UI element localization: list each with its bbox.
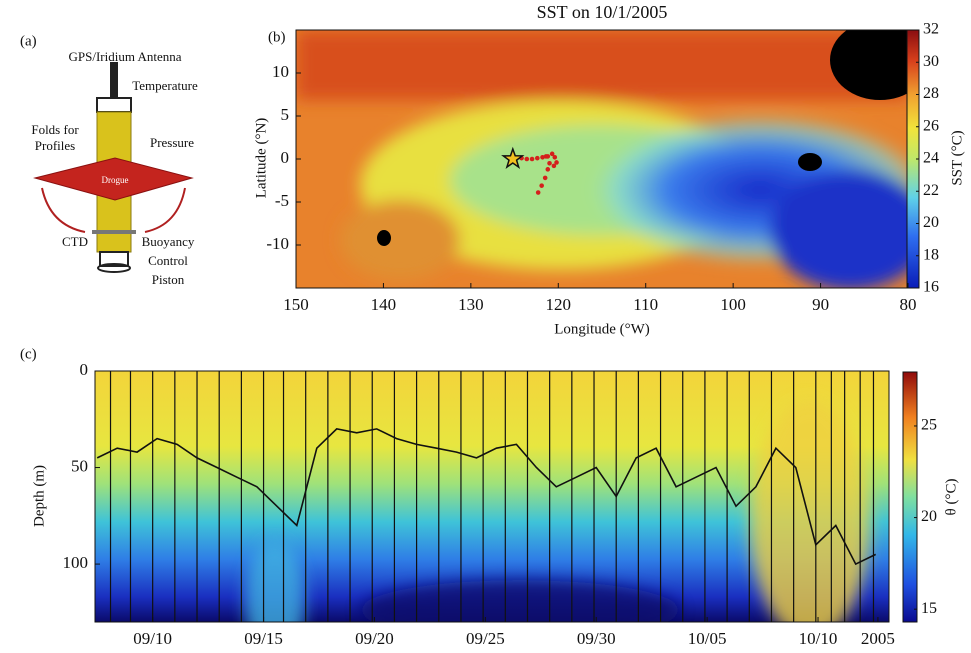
track-point: [551, 163, 557, 169]
y-tick-label: 5: [281, 105, 290, 124]
x-tick-label: 80: [900, 295, 917, 314]
label: GPS/Iridium Antenna: [68, 49, 181, 64]
panel-label: (a): [20, 33, 37, 49]
x-axis-label: Longitude (°W): [554, 321, 650, 337]
cage: [96, 97, 132, 113]
x-tick-label: 09/25: [466, 629, 505, 648]
label: Piston: [152, 272, 185, 287]
y-tick-label: 0: [80, 360, 89, 379]
colorbar-tick-label: 20: [921, 508, 937, 525]
axes: 09/10 09/15 09/20 09/25 09/30 10/05 10/10 20050…: [63, 360, 938, 648]
x-tick-label: 100: [720, 295, 746, 314]
sst-field: [296, 30, 908, 288]
axes: 150 140 130 120 110 100 90 80 -10 -5 0 5 10 16 18 20 22 2…: [266, 21, 939, 314]
colorbar-tick-label: 15: [921, 600, 937, 617]
y-tick-label: 0: [281, 148, 290, 167]
mixed-layer-line: [96, 428, 877, 566]
colorbar-tick-label: 26: [923, 117, 939, 134]
x-tick-label: 09/30: [577, 629, 616, 648]
y-axis-label: Depth (m): [31, 465, 47, 527]
plot-frame: [94, 370, 890, 623]
drogue: [33, 157, 194, 201]
antenna: [110, 62, 118, 98]
chart-contour: (c) Depth (m) θ (°C) 09/10 09/15 09/20 09/25 09…: [20, 346, 959, 647]
colorbar-tick-label: 30: [923, 53, 939, 70]
colorbar-label: SST (°C): [949, 130, 965, 185]
panel-label: (b): [268, 29, 286, 45]
x-tick-label: 09/15: [244, 629, 283, 648]
y-tick-label: 100: [63, 553, 89, 572]
track-point: [552, 154, 558, 160]
arrow: [41, 187, 86, 233]
float-diagram: [33, 62, 194, 273]
track-point: [539, 183, 544, 188]
label: Temperature: [132, 78, 198, 93]
track-point: [547, 161, 552, 166]
temperature-field: [95, 371, 889, 622]
x-tick-label: 10/05: [688, 629, 727, 648]
collar: [92, 230, 136, 234]
panel-a-labels: (a) GPS/Iridium Antenna Temperature Fold…: [20, 33, 198, 287]
label: Control: [148, 253, 188, 268]
track-point: [535, 190, 541, 195]
track-point: [542, 175, 548, 181]
arrow: [144, 187, 186, 233]
y-axis-label: Latitude (°N): [253, 118, 269, 199]
y-tick-label: 50: [71, 456, 88, 475]
colorbar-tick-label: 28: [923, 85, 939, 102]
chart-title: SST on 10/1/2005: [537, 2, 668, 22]
x-tick-label: 110: [633, 295, 658, 314]
x-tick-label: 90: [812, 295, 829, 314]
x-tick-label: 09/10: [133, 629, 172, 648]
x-tick-label: 120: [546, 295, 572, 314]
start-marker: [501, 146, 525, 169]
colorbar: [902, 371, 918, 623]
label: Folds for: [31, 122, 79, 137]
y-tick-label: 10: [272, 62, 289, 81]
x-tick-label: 2005: [861, 629, 895, 648]
label: Buoyancy: [142, 234, 195, 249]
colorbar-tick-label: 20: [923, 214, 939, 231]
colorbar-tick-label: 25: [921, 417, 937, 434]
colorbar-label: θ (°C): [943, 479, 959, 516]
panel-label: (c): [20, 346, 37, 362]
label: CTD: [62, 234, 88, 249]
label: Profiles: [35, 138, 75, 153]
track-point: [549, 151, 555, 157]
colorbar-tick-label: 24: [923, 150, 939, 167]
x-tick-label: 130: [458, 295, 484, 314]
track-point: [540, 154, 545, 160]
piston-ring: [97, 263, 131, 273]
label: Drogue: [102, 175, 129, 185]
y-tick-label: -5: [275, 191, 289, 210]
label: Pressure: [150, 135, 194, 150]
x-tick-label: 09/20: [355, 629, 394, 648]
track-point: [554, 160, 559, 165]
track-point: [535, 155, 540, 161]
track-point: [524, 156, 530, 162]
chart-map: (b) SST on 10/1/2005 Longitude (°W) Latitud…: [253, 2, 965, 337]
track-point: [545, 167, 551, 172]
track-point: [543, 154, 549, 159]
track-point: [529, 156, 535, 162]
x-tick-label: 150: [283, 295, 309, 314]
piston-cage: [99, 251, 129, 267]
x-tick-label: 140: [371, 295, 397, 314]
y-tick-label: -10: [266, 234, 289, 253]
colorbar-tick-label: 22: [923, 182, 939, 199]
colorbar-tick-label: 32: [923, 21, 939, 38]
colorbar-tick-label: 16: [923, 279, 939, 296]
colorbar-tick-label: 18: [923, 246, 939, 263]
x-tick-label: 10/10: [799, 629, 838, 648]
